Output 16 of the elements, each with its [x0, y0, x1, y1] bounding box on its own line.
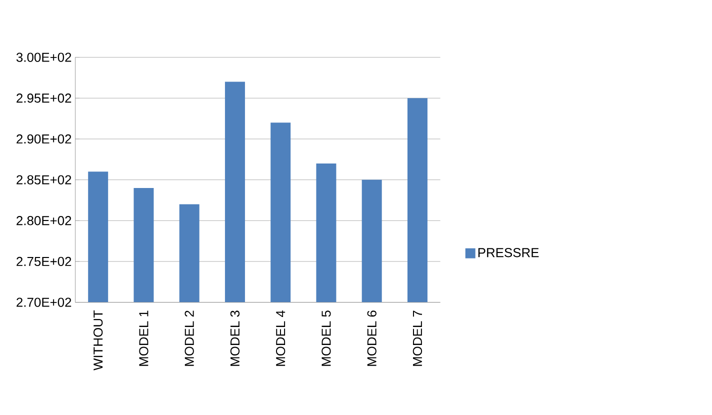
- y-tick-label: 2.90E+02: [16, 134, 72, 144]
- x-tick-label: WITHOUT: [94, 310, 103, 370]
- y-tick-label: 2.85E+02: [16, 175, 72, 184]
- x-tick-label: MODEL 3: [230, 310, 240, 366]
- x-tick-label: MODEL 1: [139, 310, 148, 366]
- y-tick-label: 2.80E+02: [16, 216, 72, 226]
- y-tick-label: 2.75E+02: [16, 256, 72, 266]
- x-tick-label: MODEL 4: [276, 310, 286, 366]
- x-tick-label: MODEL 2: [184, 310, 194, 366]
- y-tick-label: 2.95E+02: [16, 94, 72, 103]
- y-tick-label: 3.00E+02: [16, 52, 72, 62]
- y-tick-label: 2.70E+02: [16, 298, 72, 307]
- x-tick-label: MODEL 6: [367, 310, 376, 366]
- x-tick-label: MODEL 5: [322, 310, 331, 366]
- legend-label: PRESSRE: [478, 248, 539, 258]
- x-tick-label: MODEL 7: [412, 310, 422, 366]
